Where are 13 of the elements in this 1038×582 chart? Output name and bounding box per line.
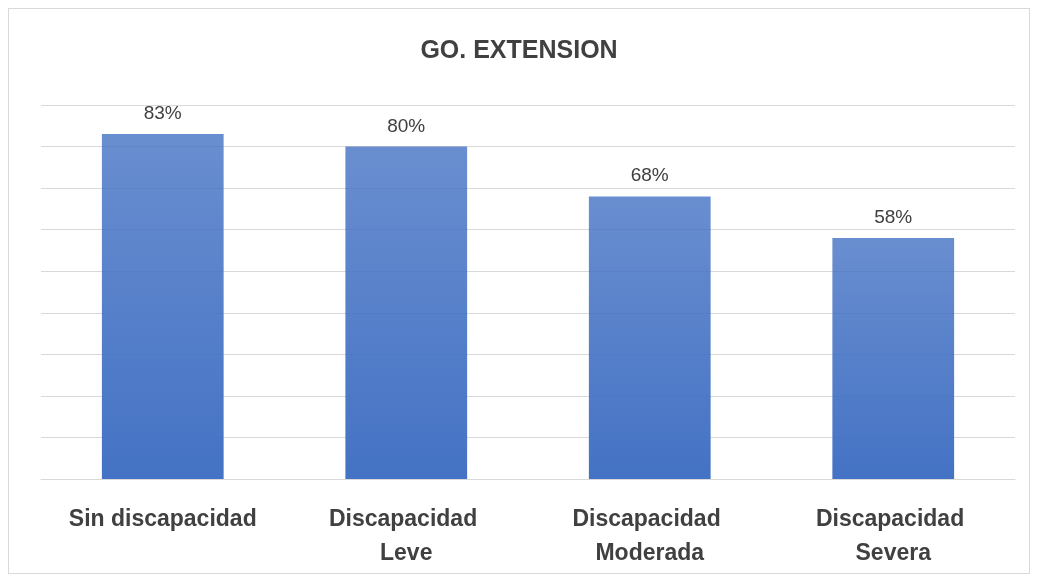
x-tick-label: Discapacidad Severa (815, 505, 971, 565)
data-label: 83% (143, 102, 182, 124)
data-label: 68% (630, 164, 669, 186)
bar (588, 196, 711, 479)
x-tick-label: Sin discapacidad (68, 505, 257, 531)
bar (101, 134, 224, 479)
x-tick-label: Discapacidad Moderada (572, 505, 728, 565)
data-label: 80% (387, 114, 426, 136)
data-label: 58% (874, 205, 913, 227)
bar (345, 146, 468, 479)
bar (832, 237, 955, 479)
chart-title: GO. EXTENSION (420, 34, 618, 63)
x-tick-label: Discapacidad Leve (328, 505, 484, 565)
